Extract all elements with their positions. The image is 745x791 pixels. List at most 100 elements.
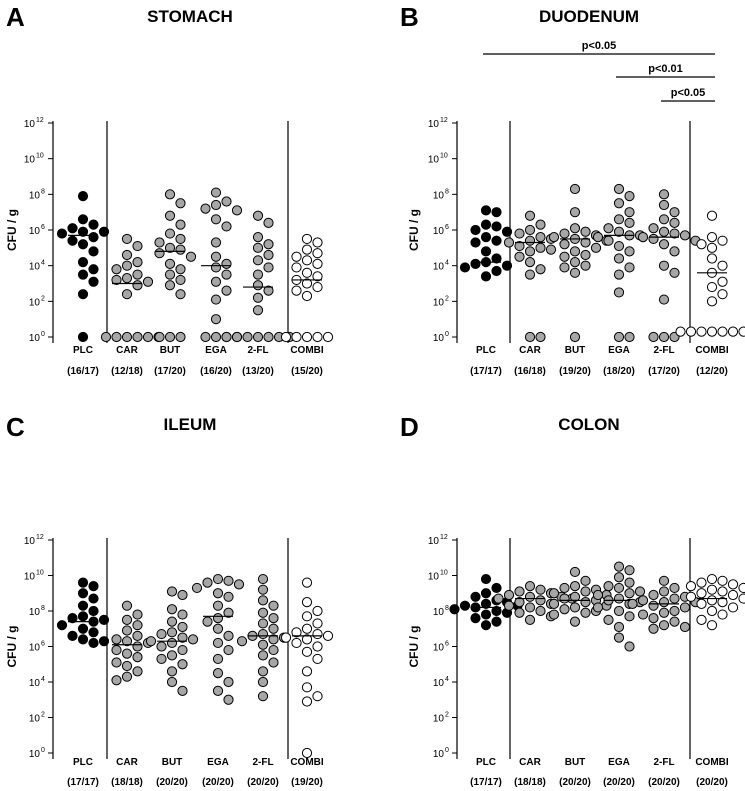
- panel-a-point-plc: [88, 276, 99, 287]
- panel-c-point-ega: [212, 588, 224, 599]
- panel-b-sig-label: p<0.05: [671, 87, 706, 99]
- panel-a-x-count: (16/20): [200, 366, 232, 377]
- panel-d-point-ega: [624, 641, 635, 652]
- panel-c-point-2-fl: [257, 639, 269, 650]
- panel-c-point-combi: [301, 623, 313, 634]
- panel-b-ytick-exp: 0: [445, 331, 449, 338]
- panel-c-letter: C: [6, 412, 25, 442]
- panel-b-point-combi: [706, 210, 718, 221]
- panel-d-point-ega: [592, 602, 604, 613]
- panel-c-point-ega: [233, 579, 245, 590]
- panel-b-ytick-label: 10: [433, 226, 445, 237]
- panel-d-point-car: [514, 607, 525, 618]
- panel-d-point-2-fl: [679, 602, 691, 613]
- panel-b-point-2-fl: [658, 331, 670, 343]
- panel-b-point-car: [535, 232, 546, 243]
- panel-b-point-2-fl: [658, 214, 670, 225]
- panel-a-point-combi: [291, 251, 302, 262]
- panel-d-point-car: [524, 581, 536, 592]
- panel-a-ytick-label: 10: [24, 119, 36, 130]
- panel-c-point-but: [177, 632, 188, 643]
- panel-c-point-2-fl: [257, 676, 269, 688]
- panel-d-point-plc: [491, 616, 502, 627]
- panel-c-point-but: [166, 637, 178, 649]
- panel-b-point-but: [569, 267, 581, 278]
- panel-a-point-but: [175, 264, 186, 275]
- panel-b-point-car: [535, 331, 546, 343]
- panel-a-point-2-fl: [263, 331, 274, 343]
- panel-a-point-combi: [280, 331, 292, 343]
- panel-b-point-2-fl: [658, 189, 670, 200]
- panel-d-point-ega: [613, 572, 625, 583]
- panel-a-point-ega: [231, 205, 243, 216]
- panel-c-point-car: [121, 671, 133, 682]
- panel-c-point-car: [132, 630, 143, 641]
- panel-d-x-label: PLC: [476, 757, 496, 768]
- panel-a-point-plc: [88, 264, 99, 275]
- panel-d-point-car: [524, 614, 536, 625]
- panel-c-x-label: COMBI: [290, 757, 324, 768]
- panel-b-point-but: [580, 237, 591, 248]
- panel-a-point-combi: [301, 244, 313, 255]
- panel-b-ytick-label: 10: [433, 333, 445, 344]
- panel-c-point-combi: [312, 653, 323, 665]
- panel-a-ytick-exp: 6: [41, 224, 45, 231]
- panel-a-point-plc: [77, 331, 89, 343]
- panel-b-point-plc: [470, 224, 481, 236]
- panel-b-point-combi: [706, 232, 718, 243]
- panel-d-point-plc: [470, 613, 481, 624]
- panel-d-point-2-fl: [627, 598, 638, 610]
- panel-c-point-ega: [223, 575, 234, 586]
- panel-d-x-count: (20/20): [696, 777, 728, 788]
- panel-c-point-plc: [67, 630, 78, 641]
- panel-b-point-but: [569, 223, 581, 234]
- panel-d-x-label: 2-FL: [653, 757, 674, 768]
- panel-c-point-2-fl: [257, 607, 269, 618]
- panel-c-point-but: [187, 634, 199, 645]
- panel-d-point-2-fl: [648, 589, 659, 601]
- panel-c-y-label: CFU / g: [5, 626, 19, 668]
- panel-c-point-combi: [301, 597, 313, 608]
- panel-a-point-plc: [77, 191, 89, 202]
- panel-d-point-2-fl: [648, 600, 659, 611]
- panel-b-sig-label: p<0.01: [648, 63, 683, 75]
- panel-d-point-ega: [603, 581, 614, 592]
- panel-a-point-car: [132, 257, 143, 268]
- panel-b-point-combi: [717, 326, 728, 337]
- panel-b-point-2-fl: [658, 294, 670, 305]
- panel-d-point-car: [524, 591, 536, 602]
- panel-b-point-ega: [613, 214, 625, 225]
- panel-d-ytick-label: 10: [428, 536, 440, 547]
- panel-b-point-car: [514, 240, 525, 252]
- panel-c-point-ega: [212, 637, 224, 649]
- panel-d-point-car: [503, 589, 515, 601]
- panel-d-ytick-label: 10: [428, 572, 440, 583]
- panel-c-point-ega: [212, 600, 224, 611]
- panel-c-point-plc: [77, 623, 89, 634]
- panel-d-point-car: [535, 605, 546, 617]
- panel-b-point-ega: [613, 226, 625, 237]
- panel-c-point-but: [177, 659, 188, 670]
- panel-b-x-label: PLC: [476, 345, 496, 356]
- panel-b-point-2-fl: [669, 228, 680, 239]
- panel-d-point-car: [514, 586, 525, 597]
- panel-d-x-label: BUT: [565, 757, 586, 768]
- panel-a-point-ega: [210, 294, 222, 305]
- panel-a-point-ega: [200, 331, 211, 343]
- panel-b-point-plc: [501, 226, 513, 237]
- panel-d-point-combi: [685, 581, 697, 592]
- panel-d-point-2-fl: [637, 609, 649, 620]
- panel-b-point-but: [569, 183, 581, 195]
- panel-d-point-but: [580, 586, 591, 597]
- panel-a-point-car: [111, 274, 122, 286]
- panel-a-ytick-label: 10: [29, 333, 41, 344]
- panel-a-point-combi: [301, 233, 313, 245]
- panel-b-point-but: [559, 239, 570, 250]
- panel-a-ytick-exp: 8: [41, 188, 45, 195]
- panel-d-point-but: [569, 616, 581, 627]
- panel-b-point-ega: [613, 198, 625, 209]
- panel-d-point-combi: [717, 609, 728, 620]
- panel-b-point-car: [535, 242, 546, 253]
